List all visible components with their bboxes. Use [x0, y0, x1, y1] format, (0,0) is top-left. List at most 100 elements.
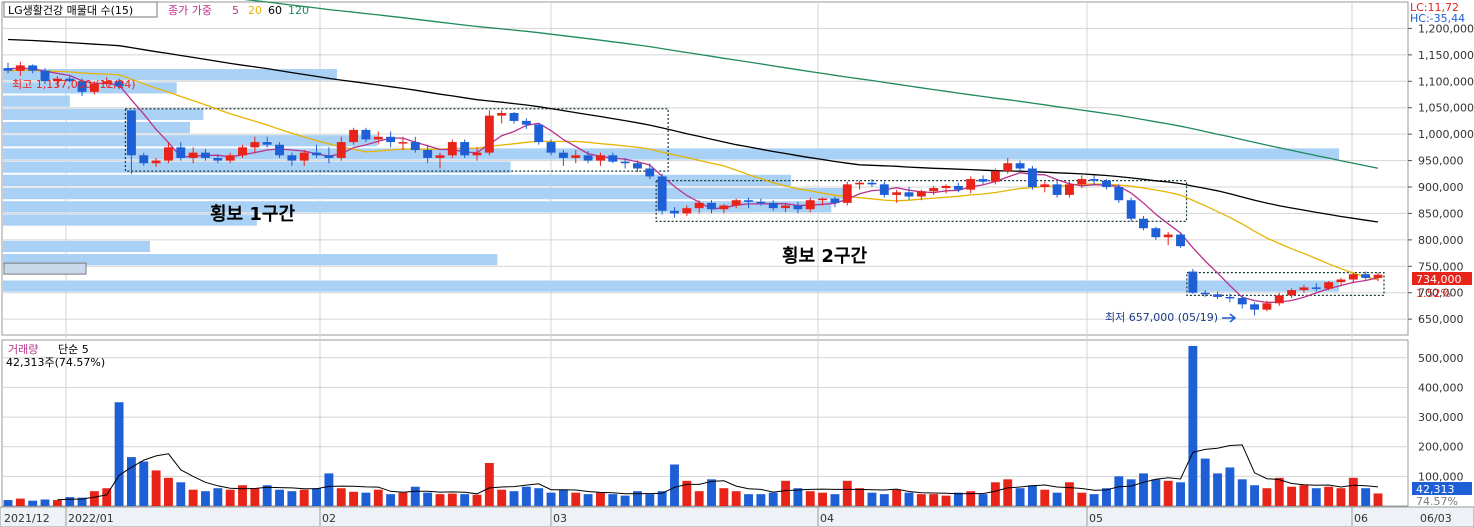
volume-ma5-line [57, 444, 1379, 501]
current-change: 1.52% [1416, 287, 1451, 300]
volume-last-value: 42,313주(74.57%) [6, 356, 105, 369]
volume-bars [3, 345, 1383, 506]
volume-bar [694, 491, 704, 506]
volume-bar [410, 486, 420, 506]
price-tick-label: 1,150,000 [1418, 49, 1474, 62]
candle-body [682, 208, 692, 214]
candle-body [3, 68, 13, 71]
volume-bar [225, 489, 235, 506]
ma120-line [243, 0, 1379, 169]
volume-profile-bar [3, 69, 337, 81]
candle-body [657, 176, 667, 211]
volume-bar [546, 492, 556, 506]
volume-bar [953, 492, 963, 506]
volume-bar [1151, 479, 1161, 506]
x-tick-label: 06/03 [1420, 512, 1452, 525]
volume-bar [1040, 489, 1050, 506]
candle-body [793, 205, 803, 210]
price-panel-frame [1, 1, 1409, 336]
candle-body [65, 78, 75, 82]
candle-body [867, 182, 877, 185]
title-box[interactable] [3, 1, 158, 18]
candle-body [114, 81, 124, 87]
candle-body [102, 81, 112, 84]
candle-body [1176, 234, 1185, 247]
candle-body [571, 155, 581, 158]
low-annotation: 최저 657,000 (05/19) [1105, 311, 1218, 324]
candle-body [89, 83, 99, 92]
candle-body [484, 115, 494, 153]
candle-body [312, 152, 322, 156]
current-volume: 42,313 [1416, 483, 1455, 496]
current-price-tag [1412, 272, 1472, 285]
candle-body [509, 113, 519, 121]
volume-bar [855, 488, 865, 506]
candle-body [929, 188, 939, 192]
candle-body [52, 78, 62, 82]
low-arrow-icon [1222, 313, 1237, 323]
volume-bar [336, 488, 346, 506]
candle-body [1361, 274, 1371, 278]
high-annotation: 최고 1,137,000 (12/24) [12, 78, 136, 91]
volume-profile-bar [3, 280, 1339, 292]
volume-panel-frame [1, 339, 1409, 507]
candle-body [805, 200, 815, 210]
volume-bar [435, 494, 445, 506]
candle-body [386, 136, 396, 143]
candle-body [262, 142, 272, 145]
candle-body [916, 191, 926, 197]
candle-body [1274, 295, 1284, 304]
candle-body [830, 198, 840, 203]
candle-body [1299, 287, 1309, 291]
volume-profile-bar [3, 188, 845, 200]
candle-body [423, 150, 433, 158]
volume-bar [521, 486, 531, 506]
volume-bar [114, 402, 124, 506]
volume-bar [892, 489, 902, 506]
volume-bar [1089, 494, 1099, 506]
volume-bar [1311, 488, 1321, 506]
volume-bar [929, 494, 939, 506]
candle-body [670, 210, 679, 214]
candle-body [1114, 187, 1124, 201]
candle-body [1052, 184, 1062, 195]
candle-body [1040, 184, 1050, 187]
volume-bar [386, 494, 396, 506]
candle-body [497, 113, 507, 116]
zone1-box [124, 108, 669, 172]
candle-body [1015, 163, 1025, 169]
volume-bar [1324, 486, 1334, 506]
candle-body [373, 136, 383, 140]
volume-bar [299, 489, 309, 506]
volume-bar [1336, 488, 1346, 506]
candle-body [410, 142, 420, 150]
volume-profile-bar [3, 214, 257, 226]
volume-bar [1200, 458, 1210, 506]
volume-bar [1052, 492, 1062, 506]
volume-bar [842, 480, 852, 506]
volume-bar [1077, 492, 1087, 506]
candle-body [324, 155, 334, 158]
candle-body [126, 110, 136, 156]
ma120-legend: 120 [288, 4, 309, 17]
candle-body [176, 147, 186, 158]
volume-bar [373, 489, 383, 506]
volume-bar [879, 494, 889, 506]
volume-title: 거래량 [8, 343, 38, 356]
volume-bar [312, 488, 322, 506]
volume-bar [867, 492, 877, 506]
volume-bar [126, 457, 136, 506]
volume-bar [608, 494, 618, 506]
price-tick-label: 900,000 [1418, 181, 1464, 194]
volume-bar [497, 489, 507, 506]
candle-body [336, 142, 346, 158]
candle-body [77, 81, 87, 92]
price-tick-label: 850,000 [1418, 207, 1464, 220]
x-tick-label: 2021/12 [4, 512, 50, 525]
volume-bar [1126, 479, 1136, 506]
volume-bar [1262, 488, 1272, 506]
x-tick-label: 04 [820, 512, 834, 525]
ma60-legend: 60 [268, 4, 282, 17]
volume-bar [40, 499, 50, 506]
